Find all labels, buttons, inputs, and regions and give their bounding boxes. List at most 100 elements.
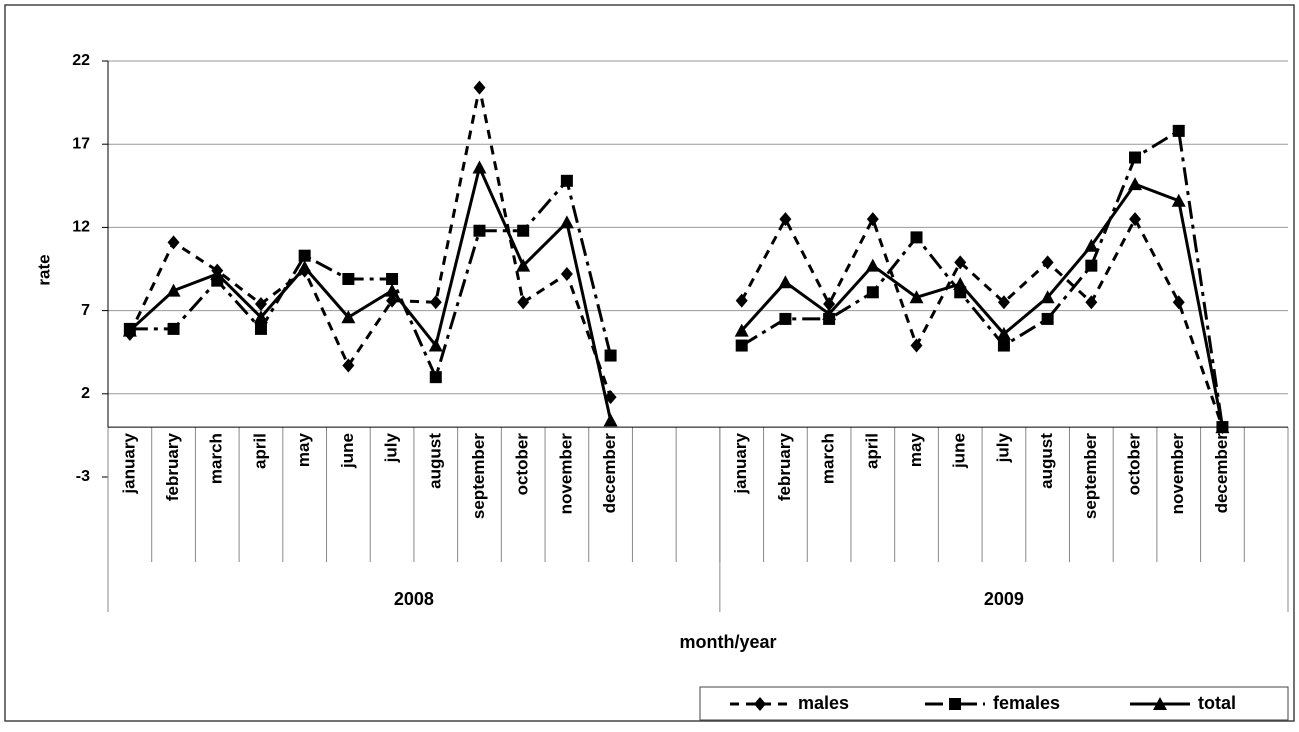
marker-square [1129, 151, 1142, 164]
marker-triangle [1215, 420, 1230, 434]
legend-label: females [993, 693, 1060, 713]
marker-diamond [910, 338, 923, 353]
marker-diamond [560, 266, 573, 281]
marker-diamond [866, 212, 879, 227]
series-line [128, 162, 1224, 428]
y-tick-label: 7 [81, 302, 90, 319]
marker-square [167, 322, 180, 335]
marker-diamond [754, 697, 766, 711]
marker-triangle [865, 258, 880, 272]
marker-square [779, 312, 792, 325]
x-axis-title: month/year [679, 632, 776, 652]
y-tick-label: 17 [72, 135, 90, 152]
marker-diamond [386, 293, 399, 308]
series-line [129, 128, 1224, 428]
x-tick-label: january [119, 433, 138, 495]
marker-triangle [734, 323, 749, 337]
y-tick-label: 2 [81, 385, 90, 402]
x-tick-label: june [338, 433, 357, 469]
x-tick-label: february [775, 433, 794, 502]
marker-diamond [954, 255, 967, 270]
x-tick-label: october [513, 433, 532, 496]
marker-triangle [341, 310, 356, 324]
marker-triangle [385, 283, 400, 297]
x-tick-label: january [731, 433, 750, 495]
x-tick-label: february [163, 433, 182, 502]
chart-frame [4, 4, 1295, 722]
marker-triangle [822, 306, 837, 320]
marker-triangle [778, 275, 793, 289]
x-tick-label: april [862, 433, 881, 469]
marker-diamond [735, 293, 748, 308]
x-tick-label: august [1037, 433, 1056, 489]
marker-triangle [166, 283, 181, 297]
x-tick-label: april [250, 433, 269, 469]
marker-square [866, 286, 879, 299]
marker-diamond [1041, 255, 1054, 270]
y-tick-label: -3 [76, 468, 90, 485]
marker-square [997, 339, 1010, 352]
marker-diamond [517, 295, 530, 310]
marker-square [1041, 312, 1054, 325]
marker-square [342, 272, 355, 285]
marker-triangle [1040, 290, 1055, 304]
marker-triangle [516, 258, 531, 272]
marker-diamond [167, 235, 180, 250]
marker-diamond [1172, 295, 1185, 310]
marker-diamond [1129, 212, 1142, 227]
x-tick-label: may [906, 433, 925, 468]
marker-triangle [210, 266, 225, 280]
marker-square [298, 249, 311, 262]
y-tick-label: 12 [72, 219, 90, 236]
marker-diamond [429, 295, 442, 310]
marker-diamond [473, 80, 486, 95]
marker-diamond [779, 212, 792, 227]
legend-label: total [1198, 693, 1236, 713]
x-tick-label: june [950, 433, 969, 469]
x-tick-label: july [382, 433, 401, 464]
marker-triangle [428, 338, 443, 352]
x-tick-label: march [207, 433, 226, 484]
legend-label: males [798, 693, 849, 713]
x-tick-label: august [425, 433, 444, 489]
marker-square [254, 322, 267, 335]
marker-triangle [472, 160, 487, 174]
x-tick-label: march [819, 433, 838, 484]
marker-square [735, 339, 748, 352]
y-axis-title: rate [34, 254, 53, 285]
marker-square [386, 272, 399, 285]
marker-triangle [253, 310, 268, 324]
marker-square [1172, 124, 1185, 137]
x-tick-label: october [1125, 433, 1144, 496]
marker-triangle [1084, 238, 1099, 252]
group-label: 2008 [394, 589, 434, 609]
marker-triangle [1128, 177, 1143, 191]
marker-square [429, 371, 442, 384]
marker-square [1085, 259, 1098, 272]
x-tick-label: july [993, 433, 1012, 464]
marker-diamond [342, 358, 355, 373]
marker-triangle [603, 413, 618, 427]
y-tick-label: 22 [72, 52, 90, 69]
marker-triangle [1171, 193, 1186, 207]
marker-triangle [1153, 697, 1167, 710]
marker-square [560, 174, 573, 187]
marker-square [473, 224, 486, 237]
marker-triangle [297, 260, 312, 274]
x-tick-label: september [469, 433, 488, 519]
marker-square [604, 349, 617, 362]
marker-diamond [997, 295, 1010, 310]
marker-square [910, 231, 923, 244]
marker-diamond [823, 296, 836, 311]
series-line [128, 87, 1224, 428]
marker-triangle [953, 276, 968, 290]
marker-triangle [559, 215, 574, 229]
marker-diamond [254, 296, 267, 311]
x-tick-label: november [1168, 433, 1187, 515]
x-tick-label: december [600, 433, 619, 514]
x-tick-label: november [556, 433, 575, 515]
marker-triangle [909, 290, 924, 304]
x-tick-label: september [1081, 433, 1100, 519]
marker-triangle [996, 326, 1011, 340]
